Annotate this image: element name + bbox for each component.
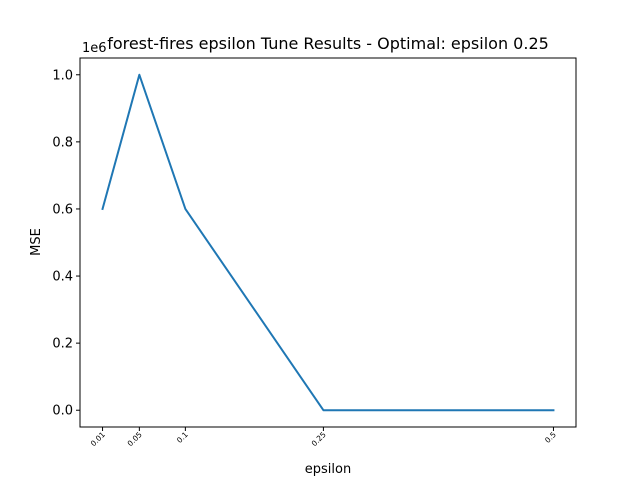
axes-frame xyxy=(79,57,577,428)
y-tick-label: 0.2 xyxy=(52,337,73,352)
y-tick-label: 0.0 xyxy=(52,404,73,419)
y-tick-label: 0.4 xyxy=(52,270,73,285)
y-axis: 0.0 0.2 0.4 0.6 0.8 1.0 xyxy=(52,68,80,419)
y-axis-label: MSE xyxy=(29,228,44,256)
x-axis-label: epsilon xyxy=(305,462,351,477)
plot-area xyxy=(101,73,555,412)
y-tick-label: 0.8 xyxy=(52,135,73,150)
y-offset-label: 1e6 xyxy=(82,41,107,56)
y-tick-label: 0.6 xyxy=(52,202,73,217)
chart-title: forest-fires epsilon Tune Results - Opti… xyxy=(107,34,549,53)
series-line xyxy=(101,73,555,412)
y-tick-label: 1.0 xyxy=(52,68,73,83)
